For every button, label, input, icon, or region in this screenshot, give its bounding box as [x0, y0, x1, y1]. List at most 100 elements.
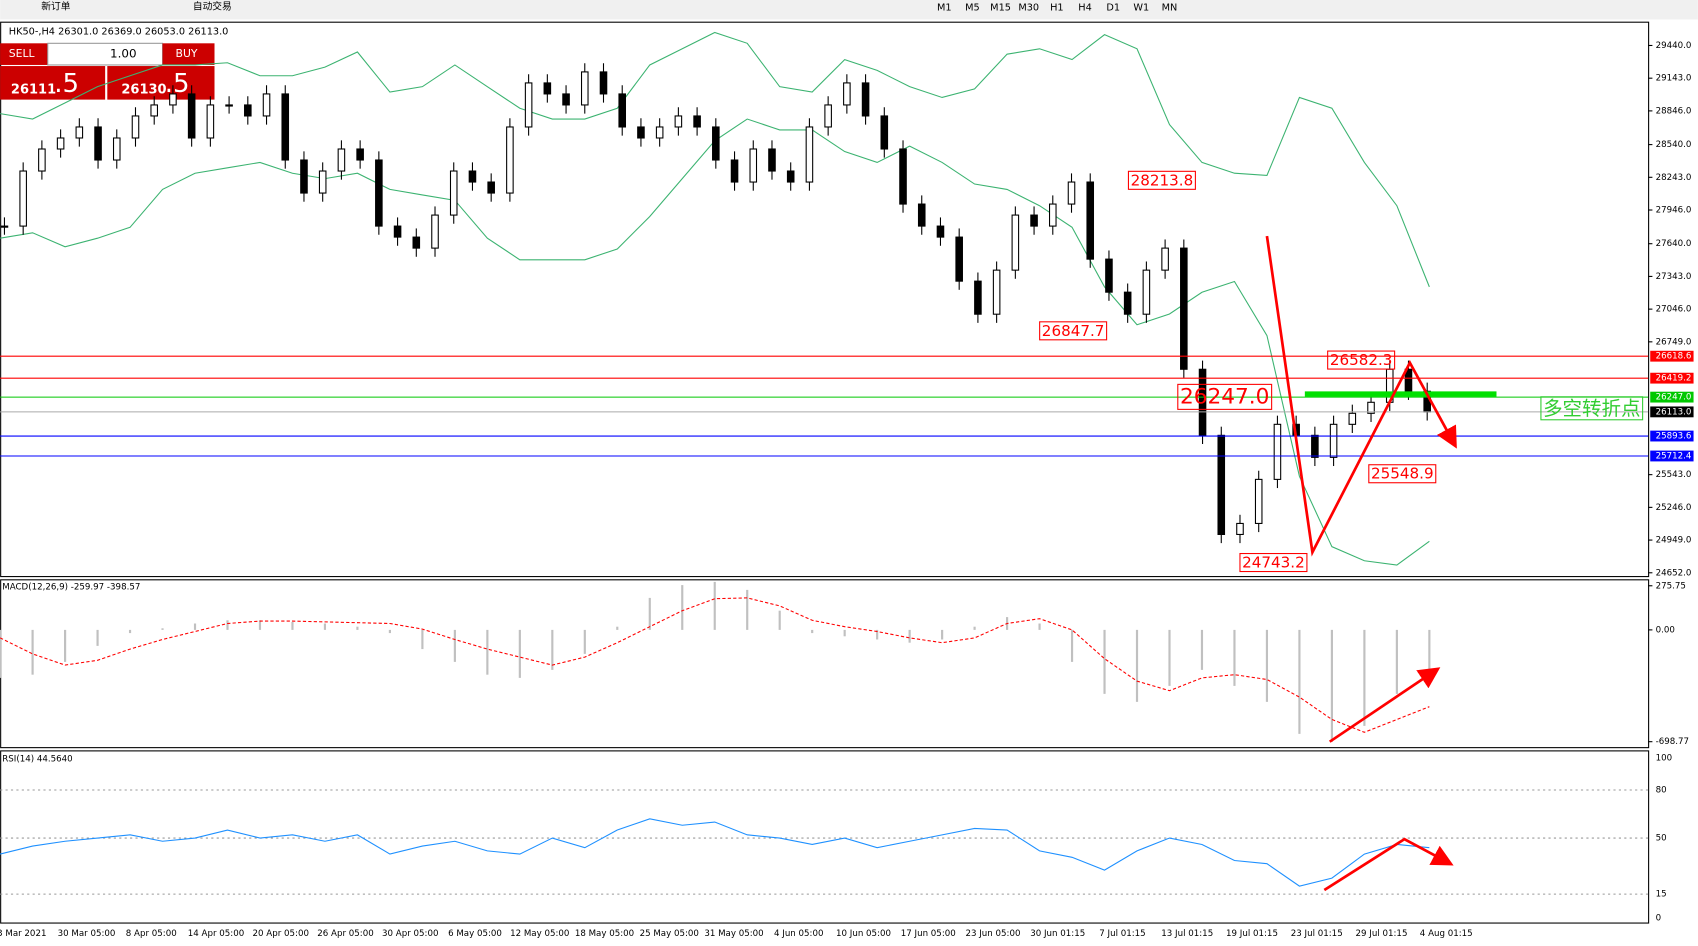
candle-body [768, 148, 776, 172]
timeframe-button[interactable]: H4 [1078, 3, 1092, 14]
price-level-box [1650, 406, 1694, 418]
candle-body [1011, 214, 1020, 271]
timeframe-button[interactable]: M1 [937, 3, 952, 14]
rsi-line [0, 818, 1430, 887]
candle-body [824, 104, 832, 128]
bollinger-band [0, 31, 1430, 288]
price-level-label: 26247.0 [1656, 393, 1692, 403]
candle-body [150, 104, 159, 117]
timeframe-button[interactable]: M5 [965, 3, 980, 14]
timeframe-button[interactable]: MN [1162, 3, 1178, 14]
y-tick-label: 25246.0 [1656, 503, 1692, 513]
price-level-box [1650, 372, 1694, 384]
timeframe-button[interactable]: M15 [990, 3, 1011, 14]
timeframe-button[interactable]: D1 [1106, 3, 1120, 14]
candle-body [1367, 401, 1375, 414]
x-tick-label: 4 Jun 05:00 [774, 929, 823, 939]
trade-panel: SELL 1.00 BUY 26111 .5 26130 .5 [0, 42, 215, 100]
candle-body [749, 148, 758, 183]
y-tick-label: 24652.0 [1656, 568, 1692, 578]
candle-body [712, 126, 720, 161]
candle-body [506, 126, 514, 194]
candle-body [393, 225, 402, 238]
candle-body [1198, 368, 1207, 436]
annotation: 26847.7 [1042, 322, 1105, 340]
x-tick-label: 7 Jul 01:15 [1099, 929, 1145, 939]
annotation: 26582.3 [1330, 351, 1393, 369]
annotation-box [1540, 396, 1644, 421]
auto-trading-button[interactable]: 自动交易 [193, 0, 232, 12]
candle-body [38, 148, 46, 172]
candle-body [1048, 203, 1057, 227]
y-tick-label: 80 [1656, 785, 1667, 795]
candle-body [262, 93, 271, 117]
candle-body [524, 82, 533, 128]
candle-body [786, 170, 795, 183]
timeframe-button[interactable]: W1 [1133, 3, 1149, 14]
ask-box[interactable] [107, 66, 215, 100]
candle-body [599, 71, 608, 95]
candle-body [1123, 291, 1132, 315]
candle-body [449, 170, 458, 216]
candle-body [244, 104, 252, 117]
buy-label: BUY [176, 47, 198, 60]
annotation: 多空转折点 [1543, 397, 1640, 420]
candle-body [637, 126, 645, 139]
timeframe-button[interactable]: H1 [1050, 3, 1064, 14]
candle-body [0, 225, 9, 228]
price-level-label: 26419.2 [1656, 374, 1692, 384]
y-tick-label: 100 [1656, 753, 1673, 763]
y-tick-label: 27046.0 [1656, 305, 1692, 315]
x-tick-label: 3 Mar 2021 [0, 929, 46, 939]
sell-label: SELL [9, 47, 35, 60]
x-tick-label: 18 May 05:00 [575, 929, 634, 939]
candle-body [693, 115, 701, 128]
annotation-box [1239, 552, 1308, 573]
candle-body [56, 137, 65, 150]
new-order-button[interactable]: 新订单 [41, 0, 70, 12]
sell-button[interactable] [0, 43, 48, 65]
price-level-label: 26113.0 [1656, 407, 1692, 417]
candle-body [843, 82, 851, 106]
candle-body [375, 159, 383, 227]
y-tick-label: 27946.0 [1656, 206, 1692, 216]
ask-small: .5 [165, 69, 190, 99]
candle-body [674, 115, 683, 128]
price-plot [0, 31, 1431, 566]
candle-body [206, 104, 215, 139]
candle-body [955, 236, 963, 282]
y-tick-label: 26749.0 [1656, 337, 1692, 347]
bid-box[interactable] [0, 66, 106, 100]
x-tick-label: 10 Jun 05:00 [836, 929, 891, 939]
y-tick-label: 29440.0 [1656, 41, 1692, 51]
candle-body [1311, 434, 1319, 458]
candle-body [1404, 368, 1413, 392]
candle-body [1273, 423, 1282, 480]
y-tick-label: 28540.0 [1656, 140, 1692, 150]
candle-body [19, 170, 27, 227]
ask-main: 26130 [121, 82, 166, 97]
annotation-box [1327, 350, 1396, 370]
candle-body [936, 225, 945, 238]
drawings [1265, 235, 1497, 892]
chart-header: HK50-,H4 26301.0 26369.0 26053.0 26113.0 [9, 26, 229, 37]
toolbar [0, 0, 1698, 20]
macd-signal [0, 597, 1430, 733]
candle-body [899, 148, 907, 205]
buy-button[interactable] [162, 43, 215, 65]
candle-body [318, 170, 327, 194]
y-tick-label: 27343.0 [1656, 272, 1692, 282]
price-level-label: 26618.6 [1656, 352, 1692, 362]
price-level-box [1650, 350, 1694, 362]
y-tick-label: -698.77 [1656, 737, 1689, 747]
x-tick-label: 30 Jun 01:15 [1030, 929, 1085, 939]
annotation: 26247.0 [1180, 384, 1269, 409]
candle-body [1217, 434, 1226, 535]
candle-body [1254, 478, 1263, 524]
price-level-box [1650, 450, 1694, 462]
candle-body [1086, 181, 1095, 260]
lots-input[interactable] [47, 42, 164, 66]
timeframe-button[interactable]: M30 [1018, 3, 1039, 14]
